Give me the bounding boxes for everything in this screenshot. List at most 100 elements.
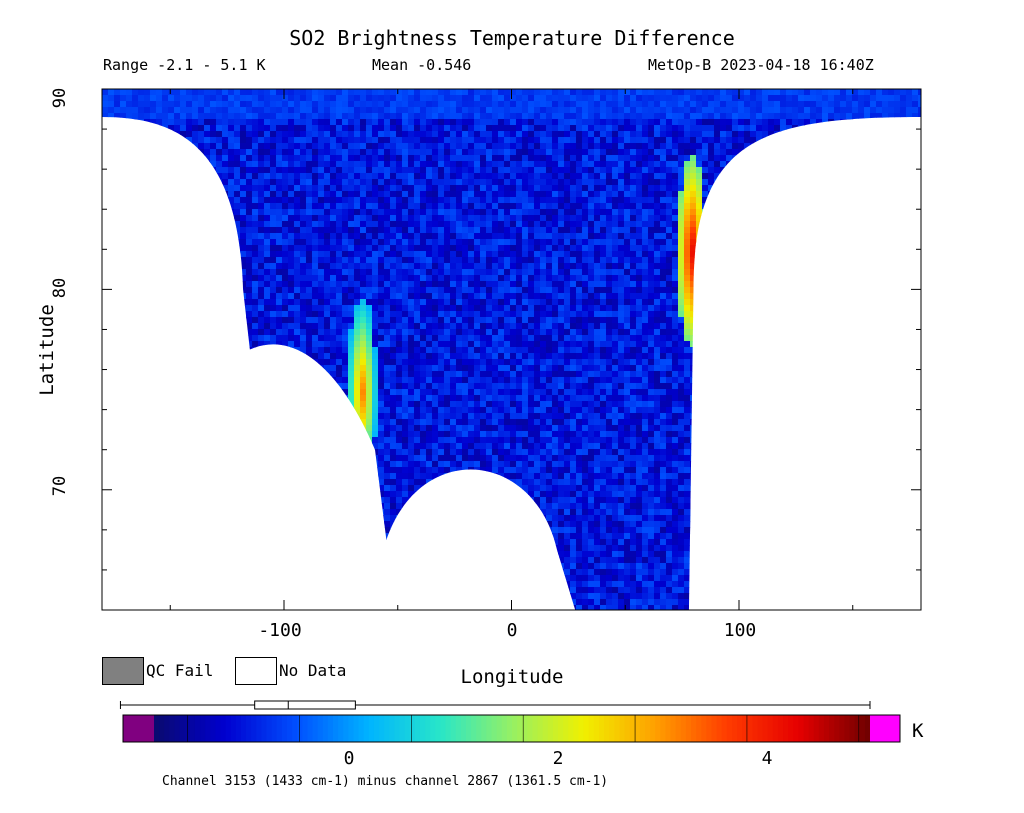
colorbar-segment bbox=[829, 715, 835, 742]
colorbar-segment bbox=[189, 715, 196, 742]
colorbar-segment bbox=[788, 715, 794, 742]
colorbar-segment bbox=[588, 715, 595, 742]
colorbar-segment bbox=[583, 715, 590, 742]
no-data-label: No Data bbox=[279, 661, 347, 680]
colorbar-segment bbox=[517, 715, 523, 742]
colorbar-segment bbox=[798, 715, 805, 742]
colorbar-segment bbox=[634, 715, 641, 742]
colorbar-segment bbox=[179, 715, 186, 742]
colorbar-segment bbox=[348, 715, 355, 742]
channel-footnote: Channel 3153 (1433 cm-1) minus channel 2… bbox=[162, 774, 609, 789]
colorbar-segment bbox=[767, 715, 774, 742]
colorbar-segment bbox=[573, 715, 580, 742]
colorbar-segment bbox=[440, 715, 447, 742]
y-tick-label: 90 bbox=[50, 87, 70, 109]
colorbar-segment bbox=[164, 715, 170, 742]
y-tick-label: 80 bbox=[50, 277, 70, 299]
colorbar-segment bbox=[220, 715, 227, 742]
colorbar-segment bbox=[731, 715, 738, 742]
colorbar-segment bbox=[460, 715, 467, 742]
range-label: Range -2.1 - 5.1 K bbox=[103, 56, 266, 74]
colorbar-segment bbox=[154, 715, 160, 742]
colorbar-segment bbox=[205, 715, 211, 742]
colorbar-segment bbox=[271, 715, 278, 742]
colorbar-segment bbox=[839, 715, 846, 742]
colorbar-segment bbox=[747, 715, 753, 742]
colorbar-segment bbox=[261, 715, 268, 742]
no-data-swatch bbox=[235, 657, 277, 685]
colorbar-segment bbox=[762, 715, 769, 742]
colorbar-segment bbox=[322, 715, 329, 742]
colorbar-segment bbox=[665, 715, 672, 742]
colorbar-segment bbox=[655, 715, 661, 742]
colorbar-segment bbox=[246, 715, 252, 742]
colorbar-segment bbox=[834, 715, 840, 742]
colorbar-tick-label: 2 bbox=[552, 748, 564, 769]
colorbar-segment bbox=[696, 715, 702, 742]
colorbar-segment bbox=[281, 715, 288, 742]
mean-label: Mean -0.546 bbox=[372, 56, 472, 74]
colorbar-segment bbox=[644, 715, 651, 742]
colorbar-segment bbox=[194, 715, 201, 742]
colorbar-segment bbox=[251, 715, 257, 742]
satellite-timestamp: MetOp-B 2023-04-18 16:40Z bbox=[648, 56, 874, 74]
qc-fail-label: QC Fail bbox=[146, 661, 214, 680]
colorbar-segment bbox=[465, 715, 472, 742]
colorbar-segment bbox=[256, 715, 262, 742]
colorbar-segment bbox=[813, 715, 820, 742]
colorbar-segment bbox=[639, 715, 646, 742]
colorbar-segment bbox=[230, 715, 237, 742]
colorbar-segment bbox=[404, 715, 411, 742]
colorbar-segment bbox=[450, 715, 457, 742]
colorbar-tick-label: 0 bbox=[343, 748, 355, 769]
y-tick-label: 70 bbox=[50, 475, 70, 497]
colorbar-segment bbox=[512, 715, 518, 742]
colorbar-segment bbox=[481, 715, 488, 742]
colorbar-segment bbox=[317, 715, 324, 742]
colorbar-segment bbox=[338, 715, 344, 742]
colorbar-segment bbox=[430, 715, 436, 742]
colorbar-segment bbox=[435, 715, 441, 742]
colorbar-segment bbox=[757, 715, 764, 742]
colorbar-segment bbox=[302, 715, 309, 742]
colorbar-segment bbox=[706, 715, 713, 742]
colorbar-segment bbox=[675, 715, 682, 742]
boxplot-box bbox=[254, 700, 356, 710]
colorbar-segment bbox=[803, 715, 810, 742]
x-tick-label: -100 bbox=[258, 620, 302, 641]
colorbar-segment bbox=[849, 715, 856, 742]
colorbar-segment bbox=[598, 715, 605, 742]
colorbar-segment bbox=[169, 715, 176, 742]
colorbar-segment bbox=[266, 715, 273, 742]
colorbar-segment bbox=[726, 715, 733, 742]
heatmap-field bbox=[102, 89, 921, 610]
colorbar-segment bbox=[174, 715, 181, 742]
colorbar-segment bbox=[777, 715, 784, 742]
y-axis-label: Latitude bbox=[36, 304, 58, 396]
colorbar-segment bbox=[527, 715, 534, 742]
colorbar-segment bbox=[650, 715, 656, 742]
colorbar-segment bbox=[619, 715, 626, 742]
colorbar-segment bbox=[552, 715, 559, 742]
colorbar-overflow bbox=[870, 715, 900, 742]
colorbar-segment bbox=[808, 715, 815, 742]
colorbar-segment bbox=[307, 715, 314, 742]
colorbar-segment bbox=[159, 715, 165, 742]
colorbar-segment bbox=[312, 715, 319, 742]
colorbar-segment bbox=[506, 715, 513, 742]
x-axis-label: Longitude bbox=[460, 666, 564, 688]
colorbar-segment bbox=[200, 715, 206, 742]
colorbar-segment bbox=[742, 715, 748, 742]
colorbar-segment bbox=[558, 715, 564, 742]
colorbar-segment bbox=[292, 715, 298, 742]
colorbar-segment bbox=[701, 715, 707, 742]
colorbar-segment bbox=[737, 715, 743, 742]
colorbar-segment bbox=[353, 715, 360, 742]
colorbar-segment bbox=[389, 715, 395, 742]
colorbar-segment bbox=[711, 715, 718, 742]
colorbar-segment bbox=[859, 715, 866, 742]
colorbar-segment bbox=[522, 715, 528, 742]
qc-fail-swatch bbox=[102, 657, 144, 685]
colorbar-segment bbox=[864, 715, 871, 742]
colorbar-segment bbox=[379, 715, 385, 742]
